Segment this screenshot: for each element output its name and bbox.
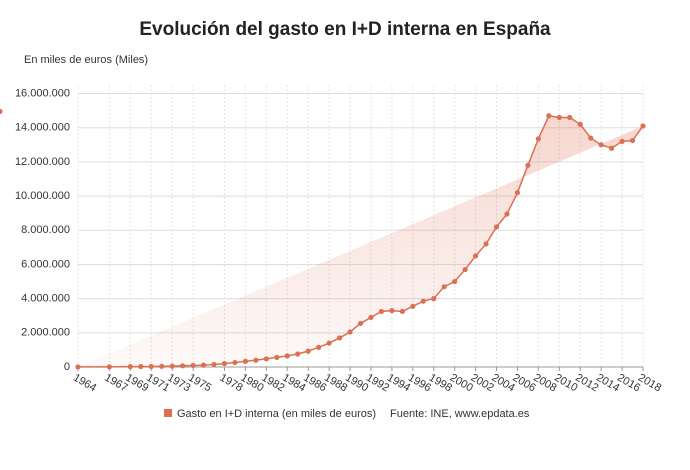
point	[546, 113, 552, 119]
point	[274, 354, 280, 361]
point	[399, 308, 405, 315]
y-tick-label: 14.000.000	[15, 122, 70, 134]
point	[378, 308, 385, 315]
y-tick-label: 16.000.000	[15, 87, 70, 99]
point	[588, 135, 594, 141]
point	[483, 241, 489, 247]
point	[629, 137, 636, 144]
point	[368, 314, 374, 321]
point	[263, 356, 269, 362]
point	[211, 361, 217, 368]
point	[577, 121, 583, 127]
point	[493, 224, 500, 230]
point	[441, 284, 447, 290]
point	[232, 359, 238, 366]
point	[420, 298, 426, 304]
point	[535, 136, 541, 142]
x-tick-label: 1975	[186, 372, 213, 395]
y-tick-label: 2.000.000	[21, 327, 70, 339]
point	[431, 296, 437, 302]
point	[138, 363, 144, 370]
point	[159, 363, 165, 369]
point	[514, 190, 521, 196]
point	[357, 320, 364, 327]
point	[619, 138, 625, 144]
y-tick-label: 0	[64, 361, 70, 373]
point	[598, 142, 604, 148]
point	[326, 340, 332, 346]
point	[640, 123, 646, 129]
point	[190, 362, 196, 369]
legend-swatch	[164, 409, 172, 417]
point	[200, 362, 207, 368]
point	[305, 348, 311, 354]
point	[180, 363, 186, 369]
point	[106, 364, 112, 370]
chart-title: Evolución del gasto en I+D interna en Es…	[139, 19, 551, 40]
source: Fuente: INE, www.epdata.es	[390, 408, 530, 420]
point	[389, 308, 395, 314]
point	[75, 364, 81, 370]
point	[253, 357, 259, 363]
point	[347, 329, 353, 335]
point	[0, 108, 3, 115]
area	[78, 115, 643, 367]
y-tick-label: 8.000.000	[21, 224, 70, 236]
point	[148, 363, 154, 370]
y-tick-label: 10.000.000	[15, 190, 70, 202]
point	[336, 335, 343, 341]
legend-label: Gasto en I+D interna (en miles de euros)	[177, 408, 376, 420]
point	[556, 114, 562, 121]
y-tick-label: 12.000.000	[15, 156, 70, 168]
x-tick-label: 1964	[71, 372, 98, 395]
point	[525, 162, 531, 168]
line	[77, 114, 644, 368]
point	[567, 114, 573, 121]
point	[295, 351, 301, 357]
point	[169, 363, 175, 369]
y-tick-label: 4.000.000	[21, 293, 70, 305]
point	[316, 344, 322, 350]
point	[452, 278, 458, 285]
point	[410, 303, 416, 309]
point	[284, 353, 290, 359]
point	[462, 266, 468, 273]
point	[472, 253, 479, 259]
point	[242, 358, 249, 364]
x-tick-label: 2018	[636, 372, 663, 395]
point	[609, 145, 615, 151]
point	[504, 211, 510, 217]
point	[221, 360, 228, 367]
y-axis-label: En miles de euros (Miles)	[24, 54, 148, 66]
point	[127, 364, 133, 370]
y-tick-label: 6.000.000	[21, 258, 70, 270]
